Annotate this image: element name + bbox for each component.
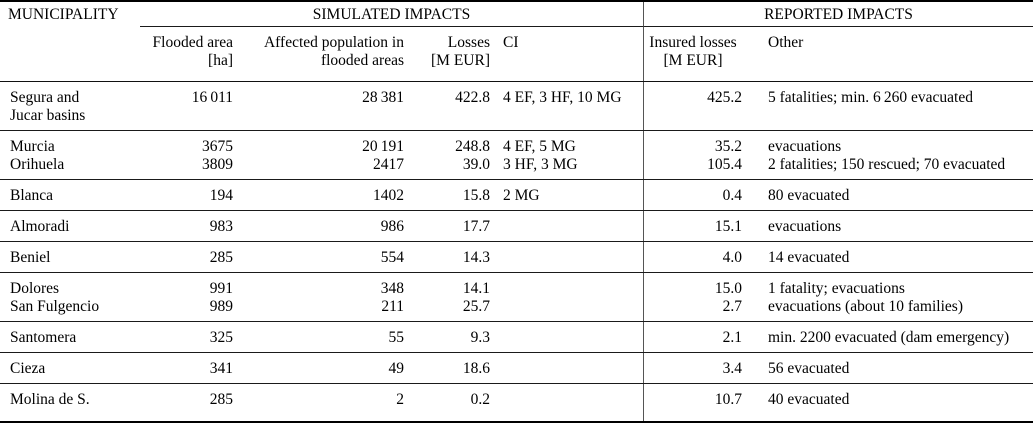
municipality-cell: Cieza — [10, 360, 46, 377]
insured-losses-cell: 4.0 — [722, 249, 742, 266]
municipality-cell: Almoradi — [10, 218, 70, 235]
affected-population-cell: 554 — [380, 249, 404, 266]
flooded-area-header: Flooded area [ha] — [152, 34, 233, 69]
table-row: Segura and Jucar basins 16 011 28 381 42… — [0, 82, 1033, 131]
affected-population-cell: 55 — [388, 329, 405, 346]
losses-cell: 0.2 — [470, 391, 490, 408]
simulated-impacts-label: SIMULATED IMPACTS — [312, 6, 471, 23]
municipality-cell: Murcia Orihuela — [10, 138, 65, 173]
losses-cell: 17.7 — [462, 218, 490, 235]
insured-losses-cell: 35.2 105.4 — [707, 138, 742, 173]
reported-columns-wrapper: Insured losses [M EUR] Other — [643, 27, 1033, 81]
reported-cells-wrapper: 3.4 56 evacuated — [643, 353, 1033, 383]
other-cell: evacuations 2 fatalities; 150 rescued; 7… — [768, 138, 1006, 173]
table-row: Almoradi 983 986 17.7 15.1 evacuations — [0, 211, 1033, 242]
losses-header: Losses [M EUR] — [431, 34, 490, 69]
affected-population-cell: 20 191 2417 — [362, 138, 404, 173]
municipality-cell: Molina de S. — [10, 391, 90, 408]
municipality-header: MUNICIPALITY — [8, 6, 119, 23]
column-header-row: Flooded area [ha] Affected population in… — [0, 27, 1033, 82]
flooded-area-cell: 194 — [209, 187, 233, 204]
other-cell: 14 evacuated — [768, 249, 850, 266]
reported-cells-wrapper: 425.2 5 fatalities; min. 6 260 evacuated — [643, 82, 1033, 130]
table-row: Santomera 325 55 9.3 2.1 min. 2200 evacu… — [0, 322, 1033, 353]
municipality-cell: Blanca — [10, 187, 54, 204]
affected-population-cell: 49 — [388, 360, 405, 377]
ci-cell: 4 EF, 3 HF, 10 MG — [503, 89, 622, 106]
reported-cells-wrapper: 15.0 2.7 1 fatality; evacuations evacuat… — [643, 273, 1033, 321]
table-row: Dolores San Fulgencio 991 989 348 211 14… — [0, 273, 1033, 322]
municipality-cell: Dolores San Fulgencio — [10, 280, 100, 315]
reported-cells-wrapper: 15.1 evacuations — [643, 211, 1033, 241]
losses-cell: 248.8 39.0 — [455, 138, 490, 173]
affected-population-cell: 28 381 — [362, 89, 404, 106]
insured-losses-cell: 15.1 — [714, 218, 742, 235]
affected-population-header: Affected population in flooded areas — [263, 34, 404, 69]
losses-cell: 14.3 — [462, 249, 490, 266]
other-cell: 5 fatalities; min. 6 260 evacuated — [768, 89, 973, 106]
other-cell: min. 2200 evacuated (dam emergency) — [768, 329, 1010, 346]
table-row: Blanca 194 1402 15.8 2 MG 0.4 80 evacuat… — [0, 180, 1033, 211]
losses-cell: 14.1 25.7 — [462, 280, 490, 315]
ci-cell — [490, 322, 643, 352]
reported-cells-wrapper: 2.1 min. 2200 evacuated (dam emergency) — [643, 322, 1033, 352]
table-row: Murcia Orihuela 3675 3809 20 191 2417 24… — [0, 131, 1033, 180]
ci-cell: 4 EF, 5 MG 3 HF, 3 MG — [503, 138, 578, 173]
table-row: Cieza 341 49 18.6 3.4 56 evacuated — [0, 353, 1033, 384]
flooded-area-cell: 3675 3809 — [202, 138, 233, 173]
affected-population-cell: 1402 — [373, 187, 404, 204]
insured-losses-cell: 3.4 — [722, 360, 742, 377]
ci-cell — [490, 242, 643, 272]
affected-population-cell: 986 — [380, 218, 404, 235]
ci-cell — [490, 273, 643, 321]
insured-losses-cell: 425.2 — [707, 89, 742, 106]
other-cell: 40 evacuated — [768, 391, 850, 408]
other-cell: 56 evacuated — [768, 360, 850, 377]
reported-cells-wrapper: 4.0 14 evacuated — [643, 242, 1033, 272]
losses-cell: 9.3 — [470, 329, 490, 346]
flooded-area-cell: 325 — [209, 329, 233, 346]
insured-losses-cell: 2.1 — [722, 329, 742, 346]
flooded-area-cell: 285 — [209, 391, 233, 408]
municipality-cell: Santomera — [10, 329, 77, 346]
ci-cell — [490, 353, 643, 383]
flooded-area-cell: 991 989 — [209, 280, 233, 315]
reported-cells-wrapper: 0.4 80 evacuated — [643, 180, 1033, 210]
flooded-area-cell: 285 — [209, 249, 233, 266]
municipality-cell: Beniel — [10, 249, 51, 266]
insured-losses-cell: 0.4 — [722, 187, 742, 204]
reported-impacts-group-header: REPORTED IMPACTS — [643, 2, 1033, 27]
reported-cells-wrapper: 35.2 105.4 evacuations 2 fatalities; 150… — [643, 131, 1033, 179]
ci-cell — [490, 384, 643, 421]
other-cell: evacuations — [768, 218, 842, 235]
municipality-header-spacer — [0, 27, 140, 81]
insured-losses-cell: 15.0 2.7 — [714, 280, 742, 315]
municipality-cell: Segura and Jucar basins — [10, 89, 86, 124]
insured-losses-cell: 10.7 — [714, 391, 742, 408]
affected-population-cell: 2 — [396, 391, 404, 408]
insured-losses-header: Insured losses [M EUR] — [649, 34, 737, 69]
losses-cell: 422.8 — [455, 89, 490, 106]
affected-population-cell: 348 211 — [380, 280, 404, 315]
table-row: Molina de S. 285 2 0.2 10.7 40 evacuated — [0, 384, 1033, 421]
other-cell: 1 fatality; evacuations evacuations (abo… — [768, 280, 963, 315]
table-row: Beniel 285 554 14.3 4.0 14 evacuated — [0, 242, 1033, 273]
other-cell: 80 evacuated — [768, 187, 850, 204]
ci-cell — [490, 211, 643, 241]
simulated-impacts-group-header: SIMULATED IMPACTS — [140, 2, 643, 27]
ci-cell: 2 MG — [503, 187, 540, 204]
losses-cell: 15.8 — [462, 187, 490, 204]
losses-cell: 18.6 — [462, 360, 490, 377]
reported-impacts-label: REPORTED IMPACTS — [764, 6, 913, 23]
flooded-area-cell: 983 — [209, 218, 233, 235]
group-header-row: MUNICIPALITY SIMULATED IMPACTS REPORTED … — [0, 2, 1033, 27]
reported-cells-wrapper: 10.7 40 evacuated — [643, 384, 1033, 421]
other-header: Other — [768, 34, 804, 51]
flooded-area-cell: 341 — [209, 360, 233, 377]
flooded-area-cell: 16 011 — [191, 89, 233, 106]
ci-header: CI — [503, 34, 519, 51]
